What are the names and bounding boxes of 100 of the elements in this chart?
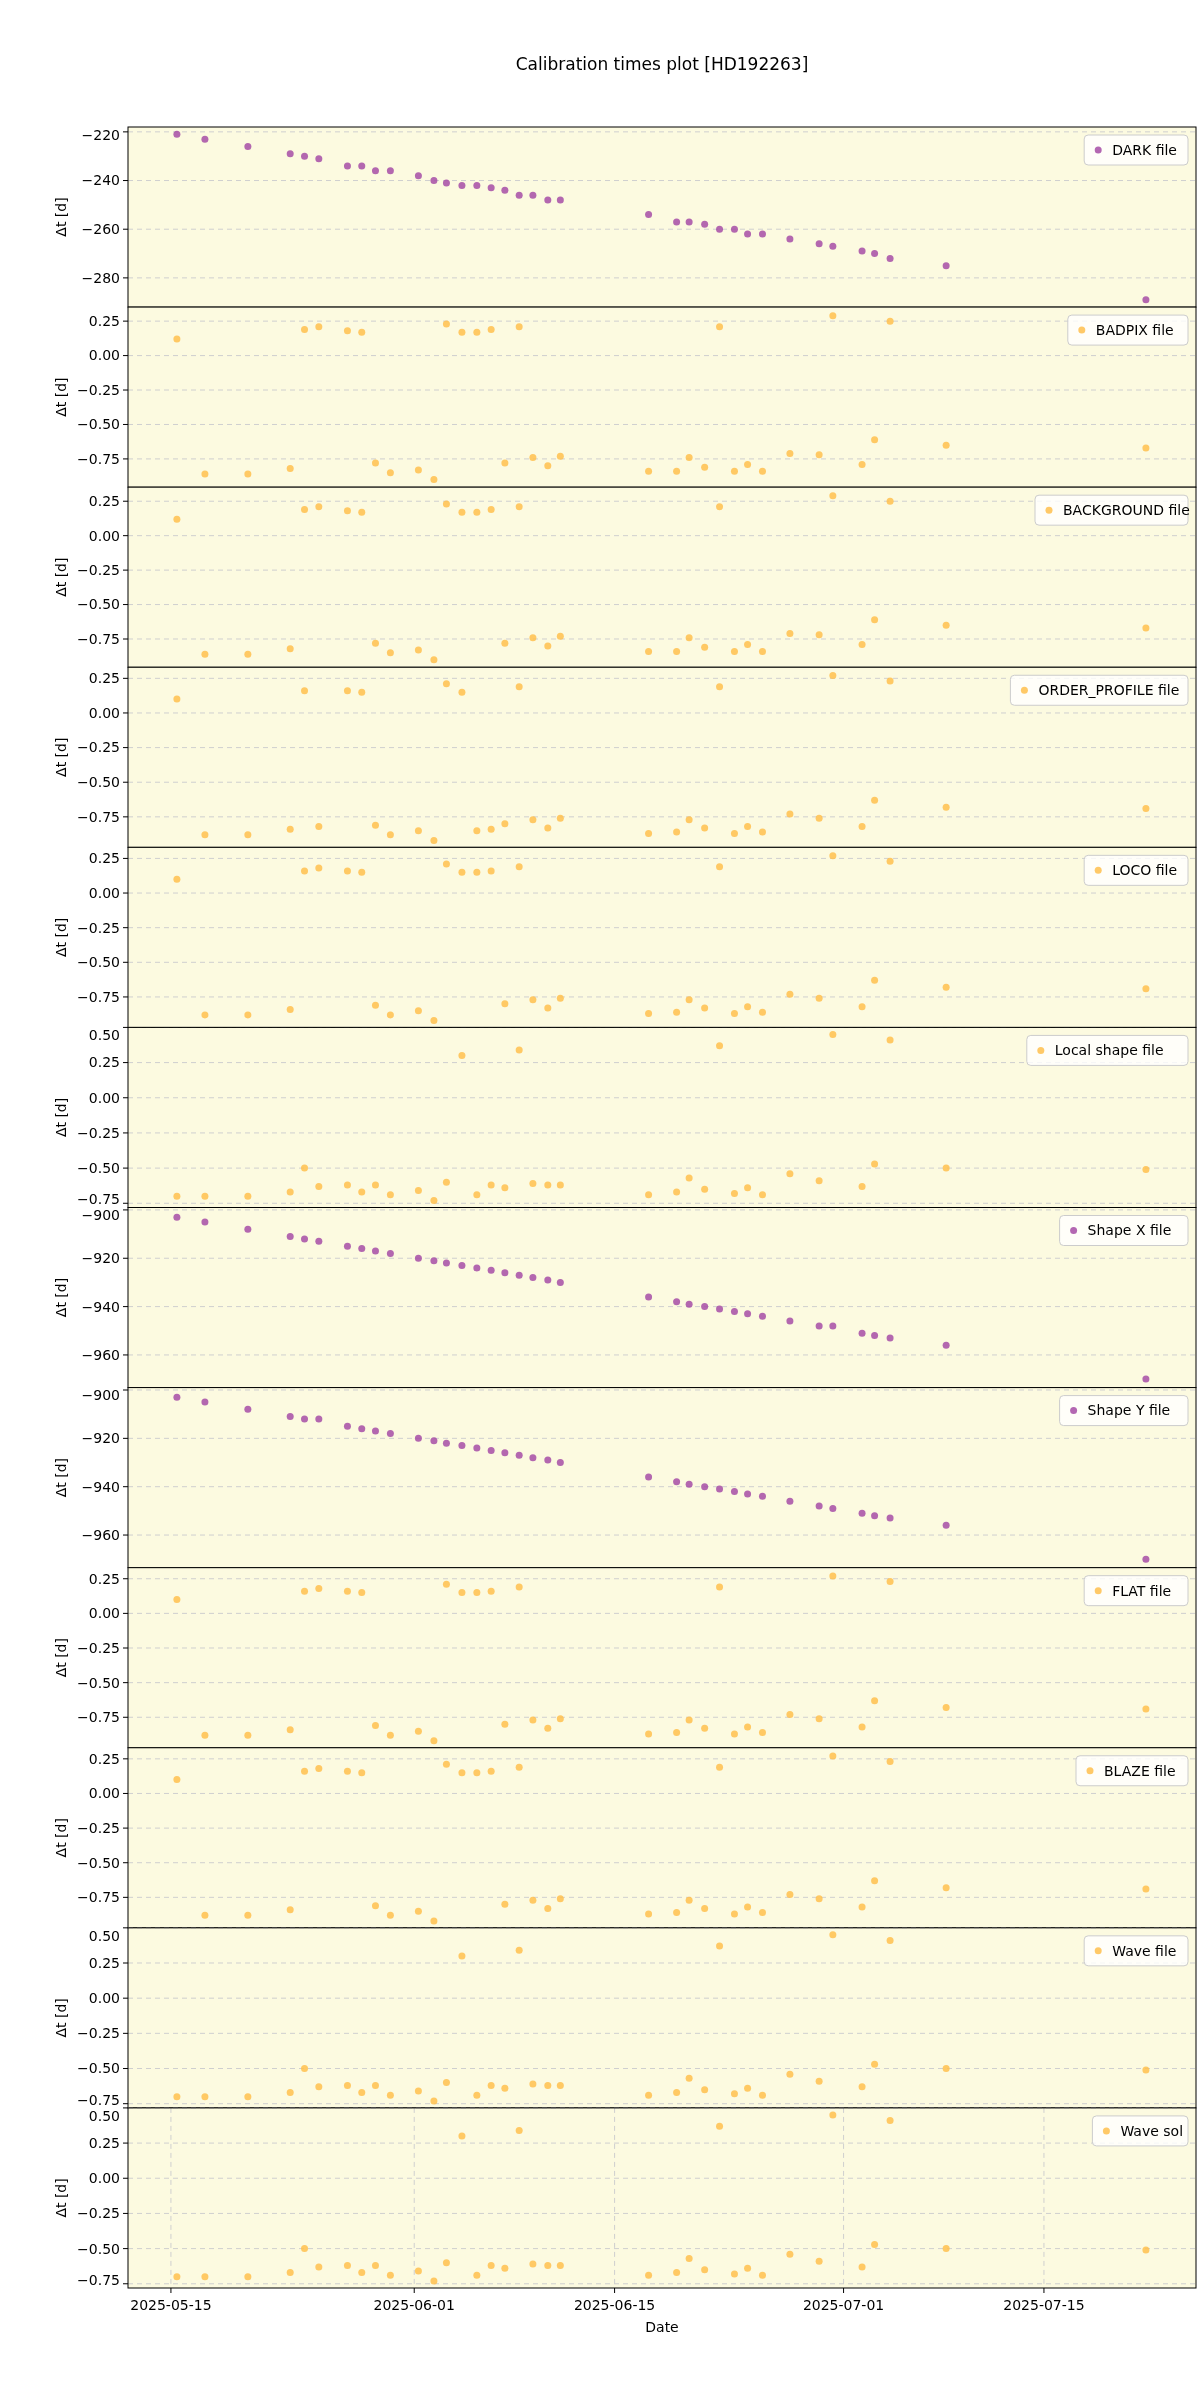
point bbox=[716, 1583, 724, 1591]
point bbox=[685, 1896, 693, 1904]
point bbox=[358, 1769, 366, 1777]
point bbox=[673, 1909, 681, 1917]
y-tick-label: −240 bbox=[81, 172, 120, 189]
y-tick-label: 0.50 bbox=[88, 2107, 120, 2124]
point bbox=[515, 1046, 523, 1054]
point bbox=[371, 639, 379, 647]
point bbox=[942, 1164, 950, 1172]
point bbox=[430, 656, 438, 664]
point bbox=[730, 647, 738, 655]
point bbox=[1142, 1705, 1150, 1713]
point bbox=[286, 1726, 294, 1734]
point bbox=[556, 1181, 564, 1189]
point bbox=[815, 1895, 823, 1903]
y-tick-label: −0.75 bbox=[77, 2271, 120, 2288]
point bbox=[544, 462, 552, 470]
point bbox=[730, 1189, 738, 1197]
point bbox=[315, 864, 323, 872]
y-tick-label: −0.50 bbox=[77, 1854, 120, 1871]
point bbox=[343, 687, 351, 695]
point bbox=[442, 1580, 450, 1588]
point bbox=[501, 820, 509, 828]
x-tick-label: 2025-05-15 bbox=[130, 2297, 212, 2313]
y-tick-label: −960 bbox=[81, 1346, 120, 1363]
point bbox=[458, 868, 466, 876]
point bbox=[286, 1005, 294, 1013]
y-tick-label: −920 bbox=[81, 1430, 120, 1447]
point bbox=[386, 831, 394, 839]
point bbox=[871, 250, 879, 258]
point bbox=[645, 647, 653, 655]
point bbox=[515, 191, 523, 199]
point bbox=[716, 1042, 724, 1050]
y-tick-label: −0.50 bbox=[77, 416, 120, 433]
point bbox=[358, 162, 366, 170]
point bbox=[701, 824, 709, 832]
point bbox=[858, 247, 866, 255]
y-tick-label: 0.25 bbox=[88, 850, 120, 867]
y-tick-label: −920 bbox=[81, 1250, 120, 1267]
y-tick-label: −0.25 bbox=[77, 2025, 120, 2042]
point bbox=[829, 852, 837, 860]
point bbox=[786, 810, 794, 818]
point bbox=[858, 1903, 866, 1911]
point bbox=[744, 230, 752, 238]
point bbox=[358, 328, 366, 336]
point bbox=[1142, 1166, 1150, 1174]
y-tick-label: 0.25 bbox=[88, 1570, 120, 1587]
x-axis-title: Date bbox=[645, 2319, 679, 2335]
point bbox=[501, 1900, 509, 1908]
y-tick-label: 0.25 bbox=[88, 670, 120, 687]
y-axis-title: Δt [d] bbox=[53, 1818, 69, 1858]
point bbox=[430, 1196, 438, 1204]
point bbox=[556, 452, 564, 460]
point bbox=[786, 630, 794, 637]
point bbox=[673, 1188, 681, 1196]
point bbox=[1142, 1885, 1150, 1893]
point bbox=[244, 831, 252, 839]
point bbox=[315, 823, 323, 831]
point bbox=[301, 1164, 309, 1172]
point bbox=[701, 463, 709, 471]
point bbox=[286, 1906, 294, 1914]
point bbox=[744, 823, 752, 831]
point bbox=[716, 323, 724, 331]
point bbox=[645, 1191, 653, 1199]
point bbox=[244, 1911, 252, 1919]
legend-label: FLAT file bbox=[1112, 1582, 1172, 1599]
point bbox=[501, 459, 509, 467]
y-tick-label: −0.75 bbox=[77, 808, 120, 825]
point bbox=[730, 1910, 738, 1918]
point bbox=[730, 1010, 738, 1018]
point bbox=[458, 1589, 466, 1597]
point bbox=[645, 1910, 653, 1918]
point bbox=[343, 327, 351, 335]
point bbox=[758, 230, 766, 238]
point bbox=[685, 996, 693, 1004]
y-tick-label: −0.25 bbox=[77, 1124, 120, 1141]
point bbox=[244, 470, 252, 478]
point bbox=[173, 515, 181, 523]
point bbox=[744, 460, 752, 468]
point bbox=[371, 1722, 379, 1730]
point bbox=[201, 1011, 209, 1019]
point bbox=[529, 1716, 537, 1724]
point bbox=[645, 1010, 653, 1018]
legend-label: Shape Y file bbox=[1087, 1402, 1171, 1419]
point bbox=[556, 1895, 564, 1903]
point bbox=[487, 1587, 495, 1595]
point bbox=[858, 1182, 866, 1190]
point bbox=[815, 994, 823, 1002]
y-tick-label: −0.25 bbox=[77, 562, 120, 579]
y-tick-label: −0.75 bbox=[77, 1889, 120, 1906]
point bbox=[871, 1697, 879, 1705]
point bbox=[886, 677, 894, 685]
point bbox=[173, 1192, 181, 1200]
legend-label: BACKGROUND file bbox=[1063, 502, 1190, 519]
point bbox=[673, 828, 681, 836]
y-tick-label: 0.00 bbox=[88, 1990, 120, 2007]
point bbox=[515, 1583, 523, 1591]
point bbox=[414, 827, 422, 835]
point bbox=[458, 1052, 466, 1060]
y-tick-label: −940 bbox=[81, 1298, 120, 1315]
